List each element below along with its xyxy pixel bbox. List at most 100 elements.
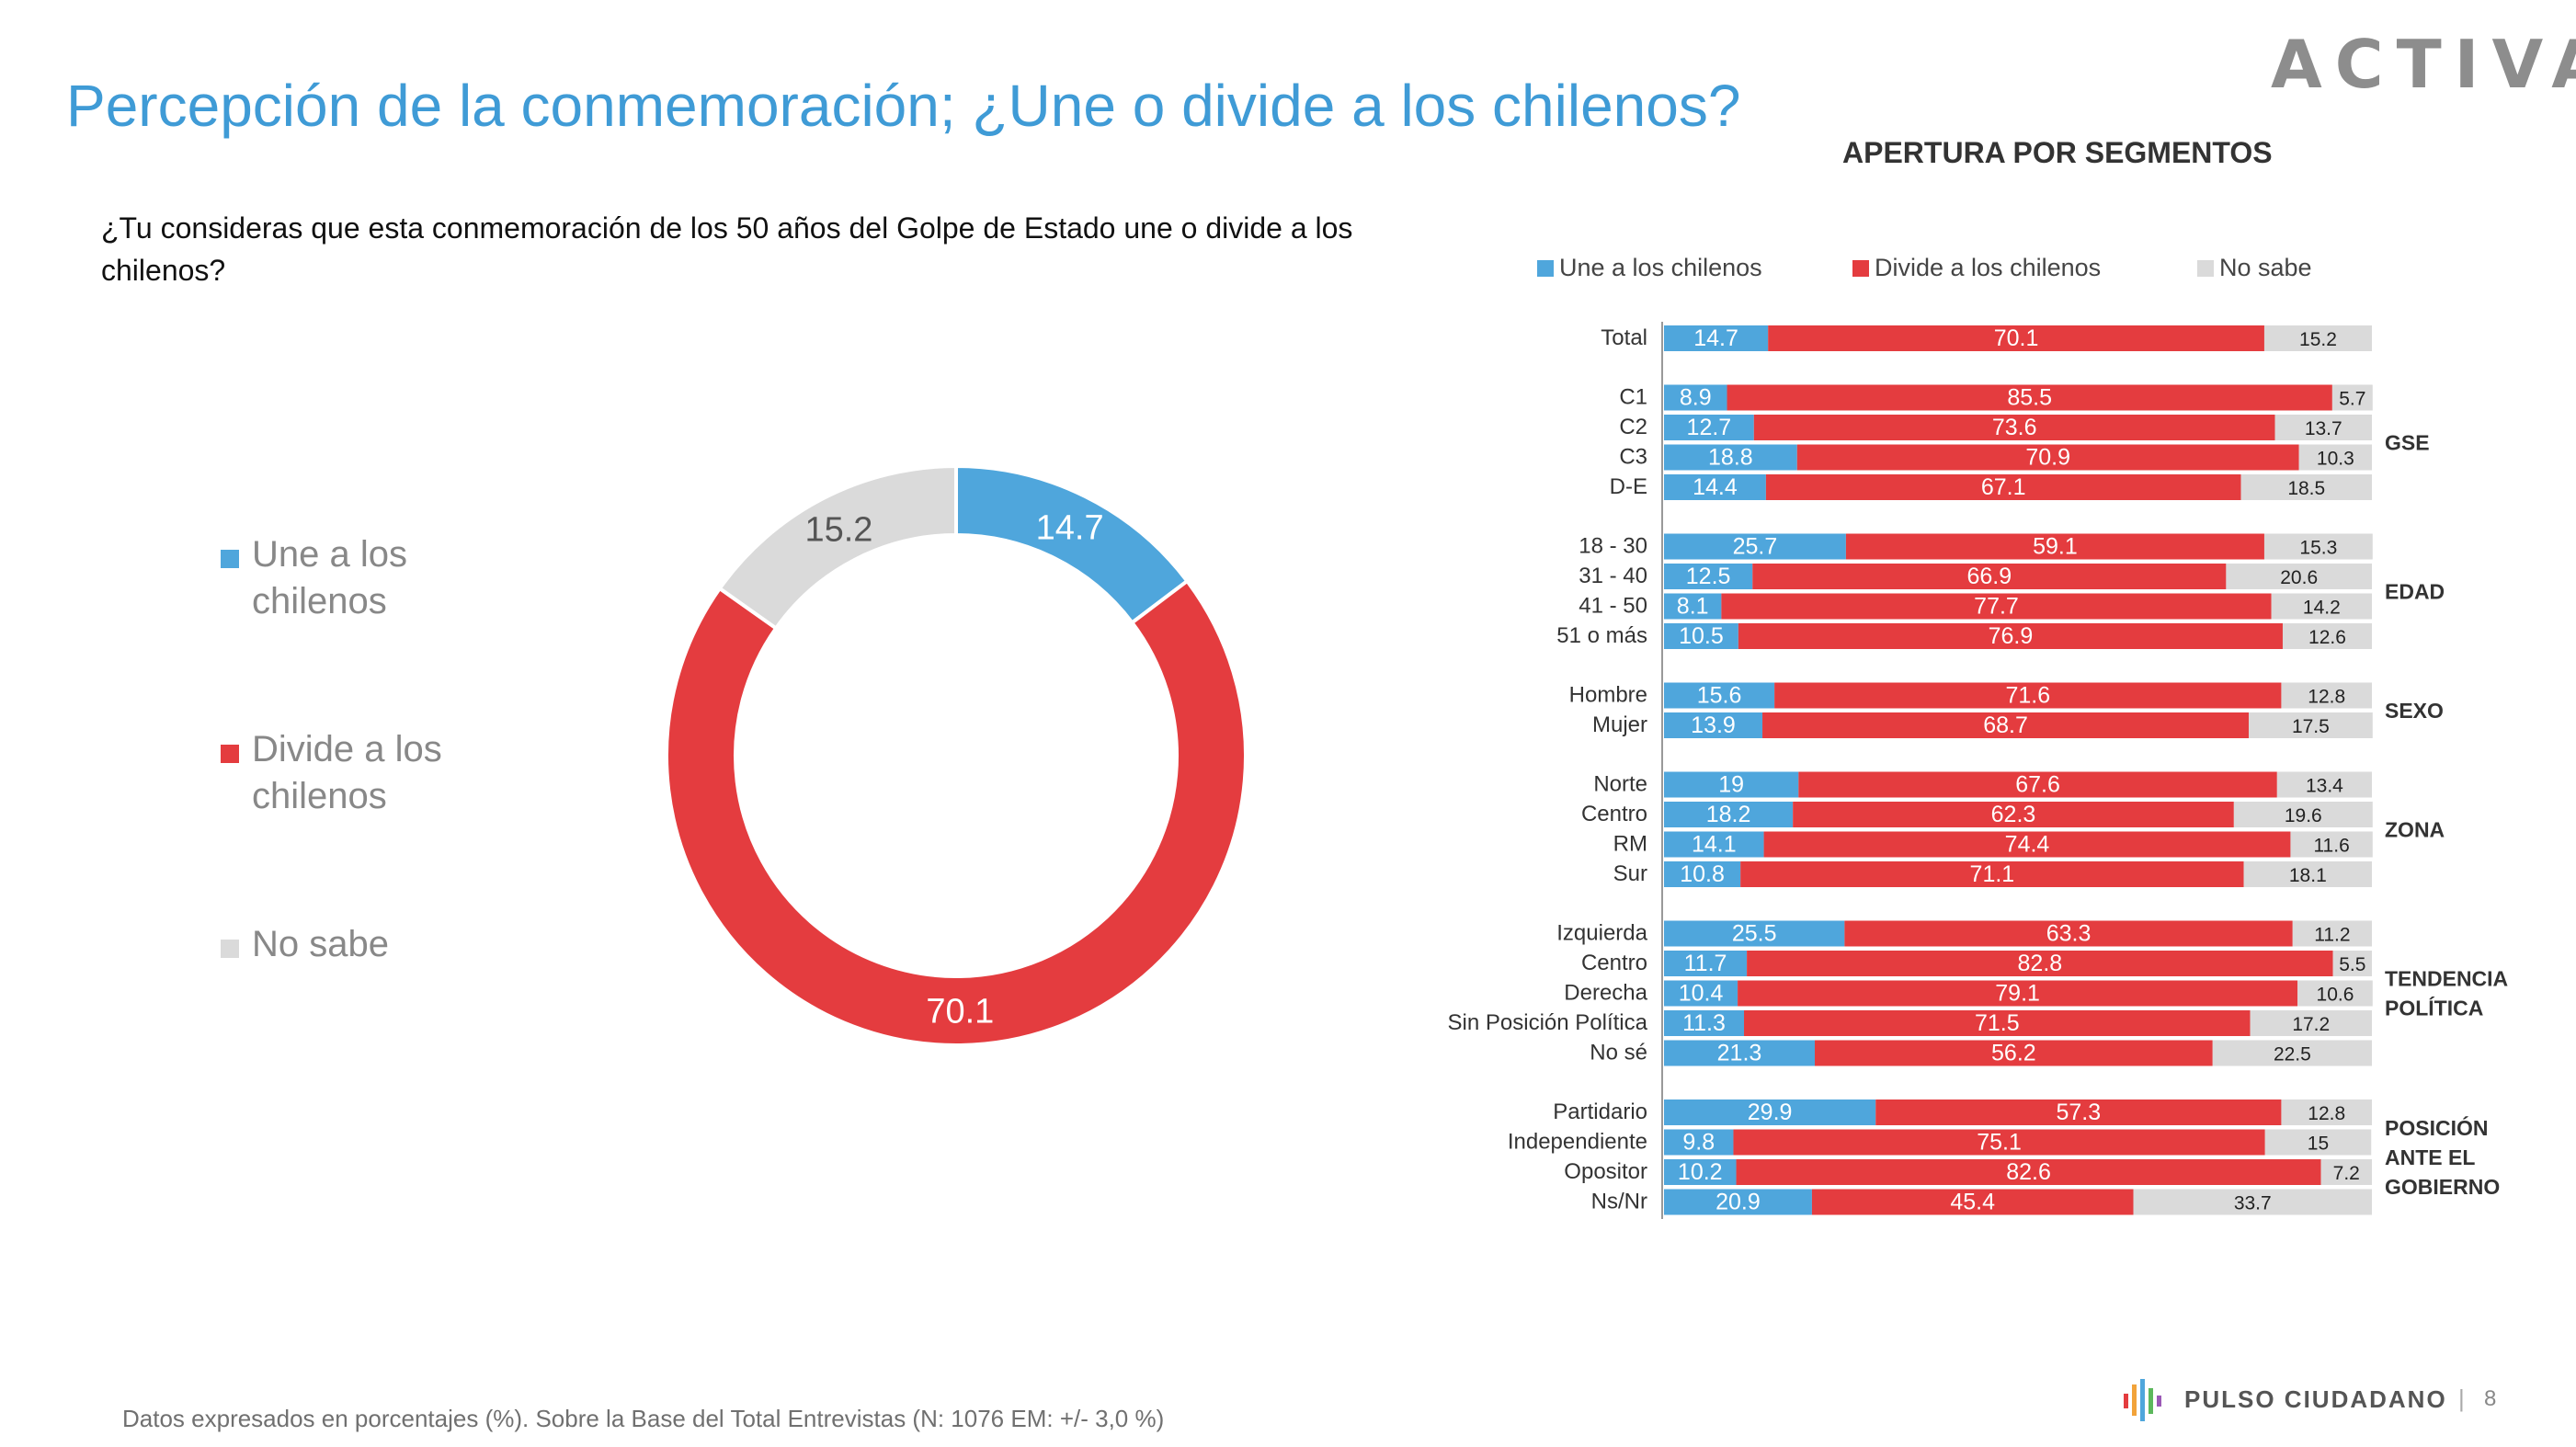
bar-data-label: 59.1 — [2033, 534, 2078, 560]
row-label: Ns/Nr — [1591, 1190, 1647, 1214]
bar-segment — [2297, 980, 2373, 1007]
bar-data-label: 45.4 — [1950, 1190, 1995, 1215]
bar-data-label: 15.6 — [1697, 683, 1742, 709]
bar-segment — [1664, 771, 1799, 798]
bar-data-label: 10.3 — [2317, 449, 2354, 470]
bar-data-label: 25.7 — [1733, 534, 1778, 560]
bar-segment — [1796, 444, 2299, 471]
row-label: 31 - 40 — [1579, 564, 1647, 588]
bar-segment — [1664, 1099, 1876, 1125]
group-label: POLÍTICA — [2385, 996, 2483, 1020]
bar-data-label: 11.7 — [1684, 951, 1727, 976]
activa-logo: ACTIVA — [2271, 26, 2576, 103]
bar-data-label: 18.8 — [1708, 445, 1753, 471]
bar-data-label: 10.4 — [1679, 981, 1724, 1007]
row-label: 18 - 30 — [1579, 534, 1647, 559]
bar-segment — [1744, 1010, 2251, 1036]
bar-segment — [1664, 564, 1753, 589]
bar-data-label: 70.1 — [1994, 325, 2039, 351]
donut-slice — [665, 578, 1248, 1047]
bar-segment — [1765, 474, 2241, 500]
bar-segment — [1664, 1189, 1812, 1215]
legend-swatch — [1852, 260, 1869, 277]
bar-data-label: 14.1 — [1692, 832, 1737, 858]
bar-data-label: 11.2 — [2314, 925, 2350, 946]
stacked-bar-chart: Une a los chilenos Divide a los chilenos N… — [1448, 254, 2508, 1219]
bar-segment — [2292, 920, 2372, 947]
bar-segment — [1736, 1159, 2321, 1185]
bar-data-label: 14.2 — [2303, 598, 2341, 619]
bar-data-label: 33.7 — [2234, 1193, 2272, 1214]
bar-data-label: 17.5 — [2292, 716, 2330, 737]
bar-data-label: 71.5 — [1975, 1010, 2020, 1036]
row-label: RM — [1613, 832, 1647, 857]
group-label: GSE — [2385, 430, 2430, 454]
bar-segment — [2274, 415, 2372, 440]
row-label: Partidario — [1553, 1099, 1647, 1124]
bar-segment — [2240, 474, 2372, 500]
bar-segment — [1752, 564, 2227, 589]
bar-data-label: 10.5 — [1679, 623, 1724, 649]
row-label: D-E — [1610, 474, 1647, 499]
row-label: Izquierda — [1556, 921, 1647, 946]
bar-segment — [2290, 831, 2373, 858]
page-number: 8 — [2484, 1386, 2497, 1411]
bar-data-label: 12.8 — [2308, 687, 2345, 708]
bar-data-label: 20.6 — [2280, 567, 2318, 588]
bar-data-label: 57.3 — [2056, 1099, 2101, 1125]
legend-swatch — [221, 940, 239, 958]
group-label: EDAD — [2385, 579, 2445, 603]
bar-segment — [2212, 1040, 2372, 1066]
bar-data-label: 66.9 — [1966, 564, 2012, 589]
bar-data-label: 77.7 — [1974, 594, 2019, 620]
bar-data-label: 13.4 — [2306, 776, 2343, 797]
bar-segment — [1738, 623, 2283, 649]
bar-data-label: 29.9 — [1748, 1099, 1793, 1125]
bar-segment — [2233, 802, 2373, 827]
bar-segment — [1747, 951, 2333, 976]
row-label: C1 — [1619, 385, 1647, 410]
footer-note: Datos expresados en porcentajes (%). Sob… — [122, 1405, 1165, 1432]
legend-swatch — [221, 745, 239, 763]
donut-chart: 14.7 70.1 15.2 — [665, 463, 1248, 1047]
bar-segment — [1664, 1159, 1737, 1185]
bar-data-label: 82.6 — [2006, 1159, 2051, 1185]
bar-data-label: 8.9 — [1680, 385, 1712, 411]
bar-segment — [1664, 384, 1727, 411]
bar-segment — [1762, 712, 2250, 738]
pulso-ciudadano-icon — [2124, 1379, 2161, 1421]
group-label: TENDENCIA — [2385, 967, 2508, 991]
bar-segment — [2271, 593, 2372, 620]
bar-data-label: 10.2 — [1678, 1159, 1723, 1185]
row-label: 41 - 50 — [1579, 594, 1647, 619]
bar-data-label: 14.4 — [1693, 474, 1738, 500]
bar-data-label: 71.6 — [2005, 683, 2050, 709]
bar-segment — [2133, 1189, 2372, 1215]
bar-data-label: 10.8 — [1680, 861, 1725, 887]
bar-segment — [1753, 415, 2275, 440]
bar-data-label: 12.6 — [2308, 627, 2346, 648]
bar-data-label: 22.5 — [2274, 1044, 2311, 1065]
bar-data-label: 74.4 — [2005, 832, 2050, 858]
bar-segment — [1763, 831, 2291, 858]
bar-segment — [1664, 415, 1754, 440]
bar-segment — [1664, 682, 1775, 709]
bar-data-label: 79.1 — [1995, 981, 2040, 1007]
bar-segment — [1664, 533, 1846, 560]
bar-segment — [1768, 325, 2264, 351]
bar-segment — [1664, 920, 1845, 947]
bar-data-label: 17.2 — [2292, 1014, 2330, 1035]
group-label: ZONA — [2385, 817, 2445, 841]
group-label: POSICIÓN — [2385, 1115, 2488, 1140]
bar-segment — [2281, 682, 2372, 709]
bar-segment — [1727, 384, 2332, 411]
bar-data-label: 82.8 — [2018, 951, 2063, 976]
row-label: No sé — [1590, 1041, 1647, 1065]
group-label: ANTE EL — [2385, 1145, 2475, 1169]
bar-segment — [1798, 771, 2277, 798]
bar-segment — [1664, 861, 1741, 887]
bar-data-label: 67.6 — [2015, 772, 2060, 798]
legend-swatch — [1537, 260, 1554, 277]
bar-data-label: 12.5 — [1686, 564, 1731, 589]
bar-data-label: 63.3 — [2046, 921, 2092, 947]
